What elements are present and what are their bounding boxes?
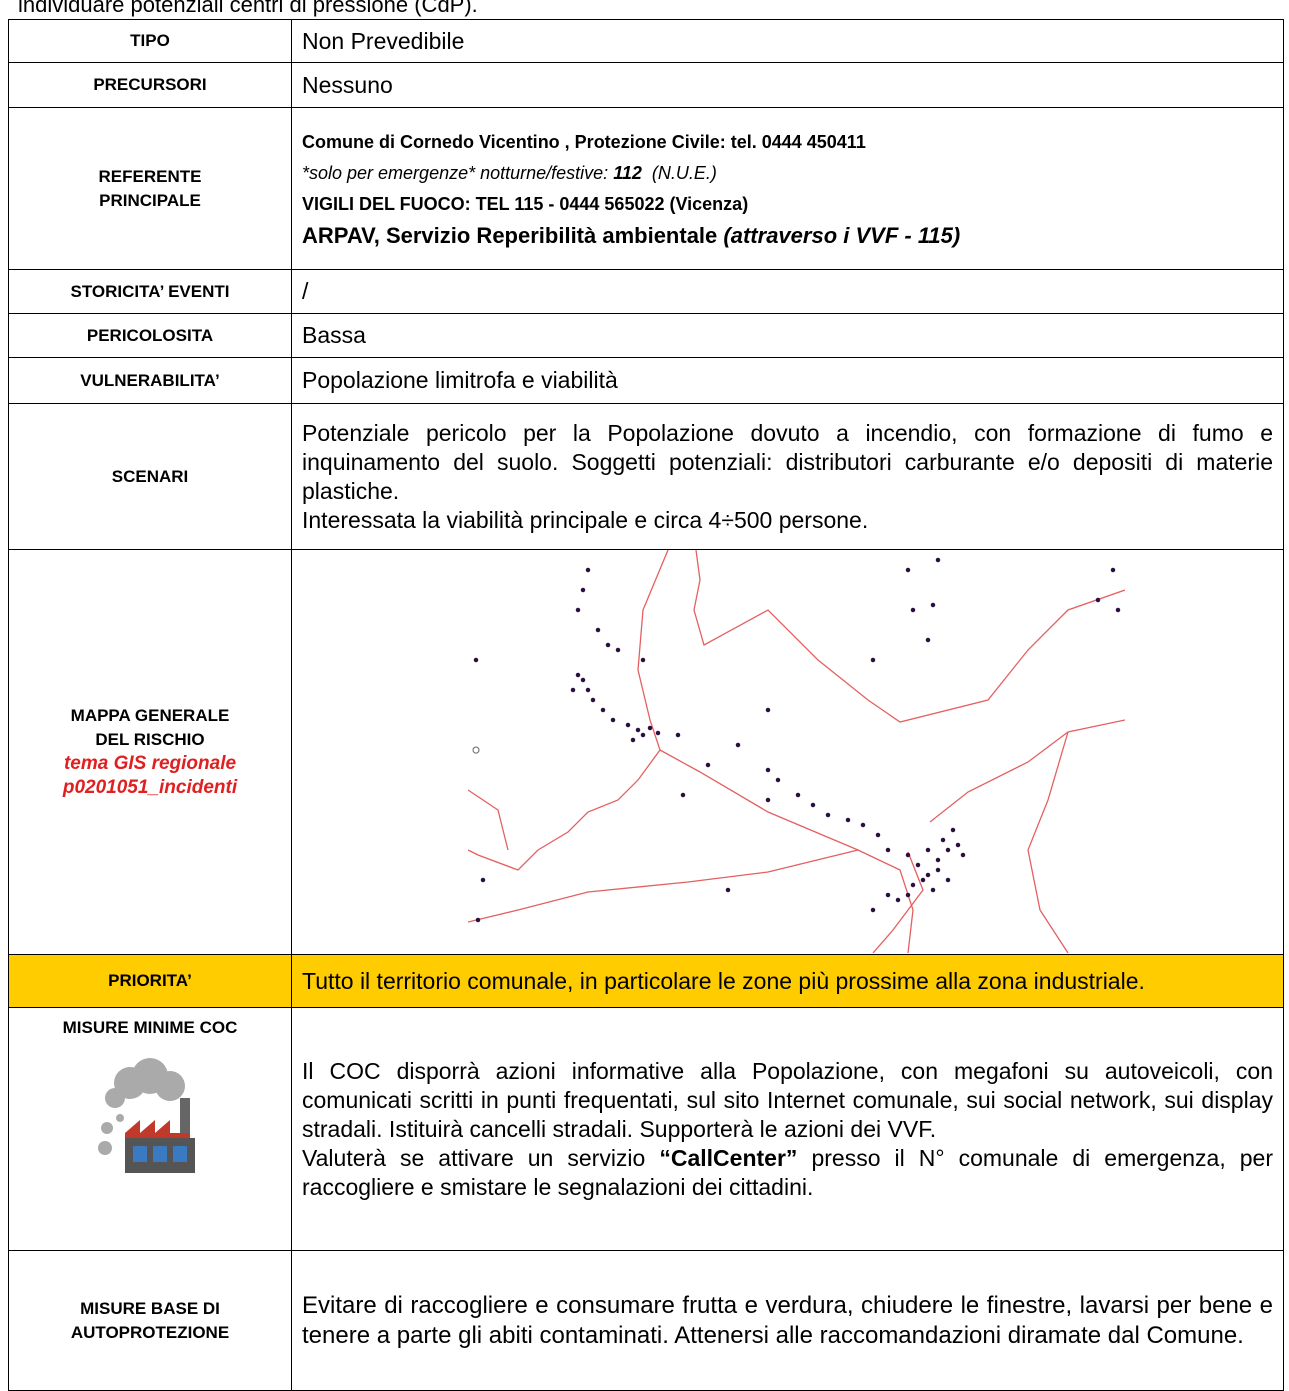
note: tema GIS regionale (63, 753, 237, 774)
row: TIPO Non Prevedibile (8, 19, 1284, 63)
row: MISURE BASE DI AUTOPROTEZIONE Evitare di r… (8, 1250, 1284, 1391)
label: PRECURSORI (8, 62, 292, 108)
contact: Comune di Cornedo Vicentino , Protezione… (302, 131, 866, 152)
text: 112 (613, 162, 642, 183)
paragraph: Interessata la viabilità principale e ci… (302, 506, 869, 533)
header-text: individuare potenziali centri di pressio… (18, 0, 478, 17)
row: MAPPA GENERALE DEL RISCHIO tema GIS region… (8, 549, 1284, 955)
label-line: REFERENTE (98, 166, 202, 186)
contact: VIGILI DEL FUOCO: TEL 115 - 0444 565022 … (302, 193, 749, 214)
text: “CallCenter” (659, 1144, 798, 1171)
text: ARPAV, Servizio Reperibilità ambientale (302, 222, 718, 248)
label-text: MISURE MINIME COC (62, 1018, 238, 1037)
label-line: AUTOPROTEZIONE (70, 1322, 230, 1342)
row: STORICITA’ EVENTI / (8, 269, 1284, 314)
row: MISURE MINIME COC Il COC disporrà azioni… (8, 1007, 1284, 1251)
row: REFERENTE PRINCIPALE Comune di Cornedo Vi… (8, 107, 1284, 270)
text: presso il N° comunale di emergenza, per … (302, 1144, 1274, 1200)
label-line: PRINCIPALE (99, 190, 201, 210)
row: VULNERABILITA’ Popolazione limitrofa e vi… (8, 357, 1284, 404)
text: *solo per emergenze* notturne/festive: (302, 162, 614, 183)
label: REFERENTE PRINCIPALE (8, 107, 292, 270)
contact: *solo per emergenze* notturne/festive: 1… (302, 158, 1273, 189)
label: VULNERABILITA’ (8, 357, 292, 404)
content: Comune di Cornedo Vicentino , Protezione… (291, 107, 1284, 270)
content: Non Prevedibile (291, 19, 1284, 63)
row: PRECURSORI Nessuno (8, 62, 1284, 108)
label: TIPO (8, 19, 292, 63)
content: Bassa (291, 313, 1284, 358)
contact: ARPAV, Servizio Reperibilità ambientale … (302, 220, 1273, 251)
label: MISURE MINIME COC (8, 1007, 292, 1251)
label: SCENARI (8, 403, 292, 550)
text: (N.U.E.) (651, 162, 717, 183)
text: (attraverso i VVF - 115) (723, 222, 961, 248)
paragraph: Valuterà se attivare un servizio “CallCe… (302, 1144, 1273, 1202)
content: Potenziale pericolo per la Popolazione d… (291, 403, 1284, 550)
label: MAPPA GENERALE DEL RISCHIO tema GIS region… (8, 549, 292, 955)
content: Tutto il territorio comunale, in partico… (291, 954, 1284, 1008)
row: PERICOLOSITA Bassa (8, 313, 1284, 358)
text: Valuterà se attivare un servizio (302, 1144, 660, 1171)
content: Nessuno (291, 62, 1284, 108)
label: MISURE BASE DI AUTOPROTEZIONE (8, 1250, 292, 1391)
label: PRIORITA’ (8, 954, 292, 1008)
row: SCENARI Potenziale pericolo per la Popola… (8, 403, 1284, 550)
label: STORICITA’ EVENTI (8, 269, 292, 314)
label-line: DEL RISCHIO (95, 730, 205, 749)
risk-table: TIPO Non Prevedibile PRECURSORI Nessuno RE… (8, 19, 1284, 1391)
factory-icon (98, 1058, 195, 1173)
label: PERICOLOSITA (8, 313, 292, 358)
content: Evitare di raccogliere e consumare frutt… (291, 1250, 1284, 1391)
paragraph: Il COC disporrà azioni informative alla … (302, 1057, 1273, 1142)
content: Popolazione limitrofa e viabilità (291, 357, 1284, 404)
content: Il COC disporrà azioni informative alla … (291, 1007, 1284, 1251)
label-line: MISURE BASE DI (80, 1298, 220, 1318)
note: p0201051_incidenti (62, 777, 238, 798)
row: PRIORITA’ Tutto il territorio comunale, i… (8, 954, 1284, 1008)
content: / (291, 269, 1284, 314)
risk-map (468, 550, 1125, 953)
label-line: MAPPA GENERALE (70, 706, 230, 725)
paragraph: Potenziale pericolo per la Popolazione d… (302, 419, 1273, 504)
map-cell (291, 549, 1284, 955)
